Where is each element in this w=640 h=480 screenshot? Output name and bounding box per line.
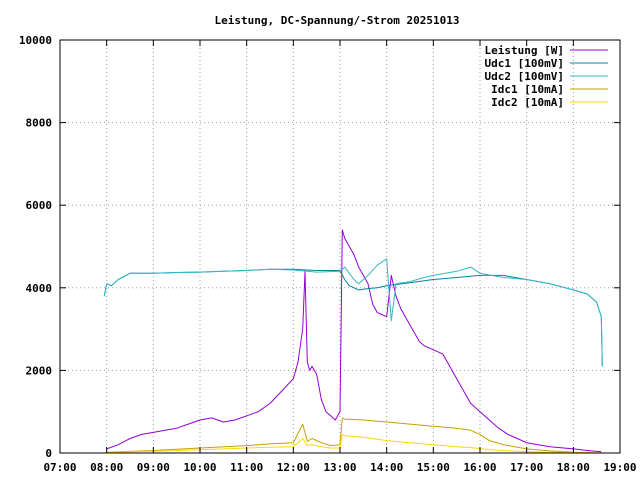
series-line-3 (106, 417, 602, 454)
legend-label: Udc2 [100mV] (485, 70, 564, 83)
x-axis-tick-labels: 07:00 08:00 09:00 10:00 11:00 12:00 13:00 14:00… (43, 461, 636, 474)
x-tick-label: 14:00 (370, 461, 403, 474)
series-line-1 (103, 268, 603, 367)
chart-title: Leistung, DC-Spannung/-Strom 20251013 (214, 14, 459, 27)
legend-label: Idc1 [10mA] (491, 83, 564, 96)
y-tick-label: 10000 (19, 34, 52, 47)
x-tick-label: 12:00 (277, 461, 310, 474)
x-tick-label: 11:00 (230, 461, 263, 474)
y-tick-label: 4000 (26, 282, 53, 295)
x-tick-label: 18:00 (557, 461, 590, 474)
x-tick-label: 07:00 (43, 461, 76, 474)
series-line-4 (106, 433, 602, 454)
x-tick-label: 08:00 (90, 461, 123, 474)
legend-label: Leistung [W] (485, 44, 564, 57)
series-line-0 (106, 229, 602, 453)
y-tick-label: 8000 (26, 117, 53, 130)
y-tick-label: 0 (45, 447, 52, 460)
x-tick-label: 10:00 (183, 461, 216, 474)
x-tick-label: 16:00 (463, 461, 496, 474)
series-line-2 (103, 258, 603, 367)
legend: Leistung [W]Udc1 [100mV]Udc2 [100mV]Idc1… (485, 44, 608, 109)
y-tick-label: 2000 (26, 364, 53, 377)
grid (60, 40, 620, 453)
x-tick-label: 13:00 (323, 461, 356, 474)
y-axis-tick-labels: 0 2000 4000 6000 8000 10000 (19, 34, 52, 460)
x-tick-label: 09:00 (137, 461, 170, 474)
axis-ticks (59, 39, 621, 454)
y-tick-label: 6000 (26, 199, 53, 212)
legend-label: Udc1 [100mV] (485, 57, 564, 70)
legend-label: Idc2 [10mA] (491, 96, 564, 109)
series-lines (103, 229, 603, 454)
x-tick-label: 17:00 (510, 461, 543, 474)
x-tick-label: 19:00 (603, 461, 636, 474)
x-tick-label: 15:00 (417, 461, 450, 474)
